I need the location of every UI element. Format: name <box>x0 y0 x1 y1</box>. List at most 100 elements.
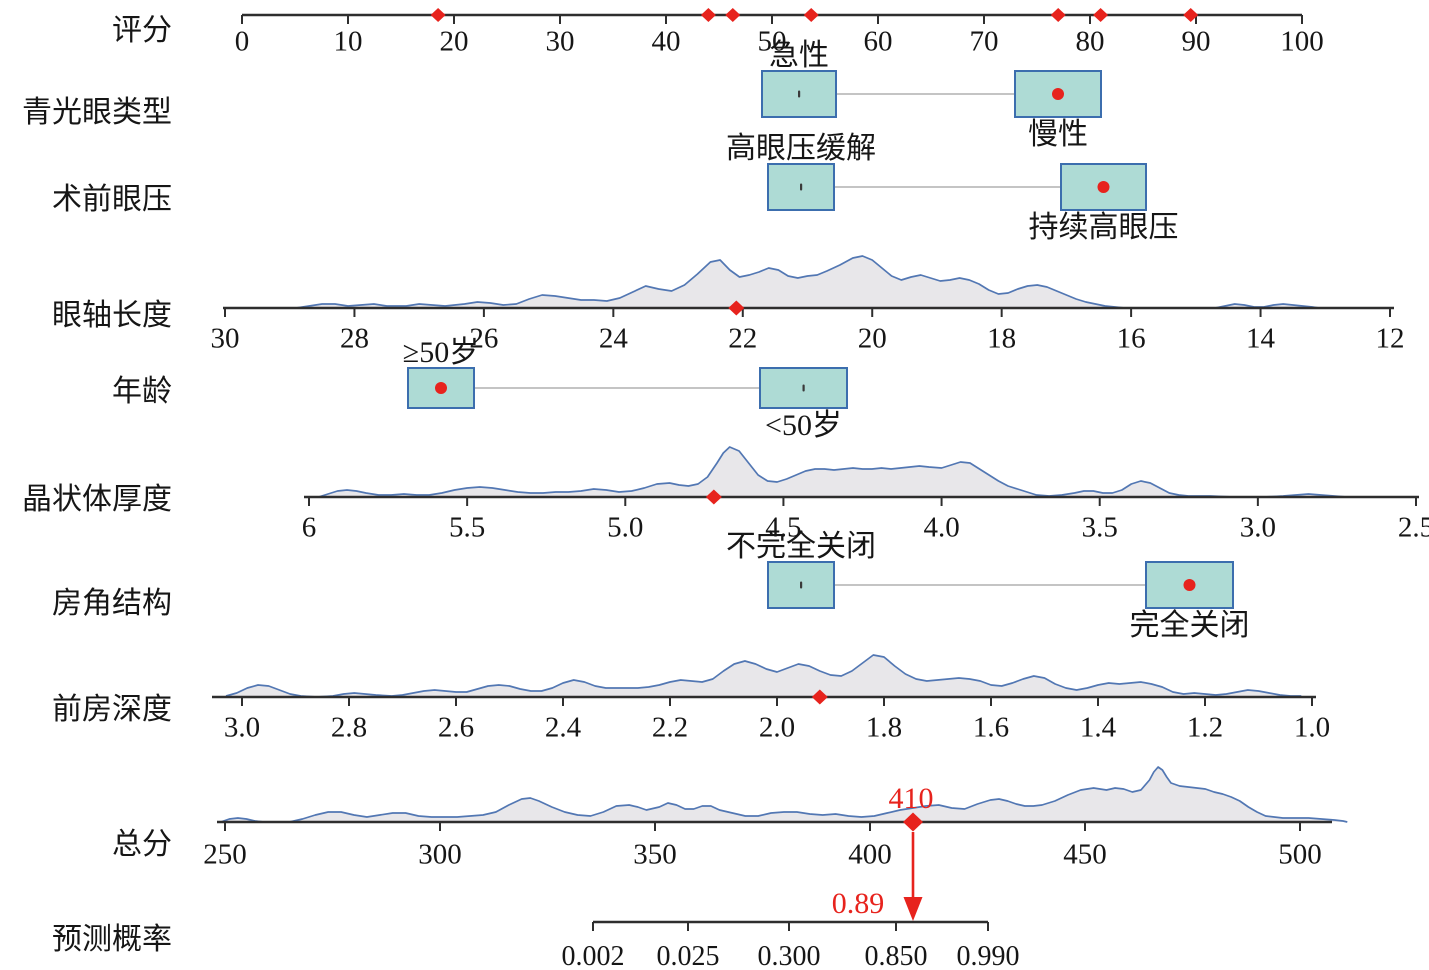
row-label-lens-thickness: 晶状体厚度 <box>22 483 172 516</box>
tick-label-anterior-chamber-depth: 1.6 <box>972 711 1010 744</box>
tick-label-axial-length: 24 <box>598 322 628 355</box>
tick-label-axial-length: 22 <box>728 322 758 355</box>
score-marker-diamond <box>1183 8 1199 22</box>
category-label-preop-iop: 持续高眼压 <box>1028 211 1179 244</box>
tick-label-points: 60 <box>863 25 893 58</box>
category-label-glaucoma-type: 慢性 <box>1028 118 1088 151</box>
tick-label-lens-thickness: 4.0 <box>923 511 960 544</box>
density-fill-total-points <box>220 767 1348 822</box>
category-label-age: <50岁 <box>765 409 842 442</box>
total-score-diamond <box>903 812 923 832</box>
tick-label-axial-length: 14 <box>1246 322 1276 355</box>
tick-label-total-points: 250 <box>203 838 247 871</box>
tick-label-points: 40 <box>651 25 681 58</box>
tick-label-anterior-chamber-depth: 2.6 <box>437 711 475 744</box>
category-label-angle-structure: 不完全关闭 <box>726 530 876 563</box>
category-label-glaucoma-type: 急性 <box>769 39 829 72</box>
total-score-value: 410 <box>888 782 934 815</box>
tick-label-anterior-chamber-depth: 2.8 <box>330 711 368 744</box>
tick-label-total-points: 500 <box>1278 838 1322 871</box>
tick-label-total-points: 450 <box>1063 838 1107 871</box>
tick-label-total-points: 300 <box>418 838 462 871</box>
tick-label-points: 70 <box>969 25 999 58</box>
tick-label-axial-length: 12 <box>1375 322 1405 355</box>
tick-label-axial-length: 26 <box>469 322 499 355</box>
tick-label-lens-thickness: 4.5 <box>765 511 802 544</box>
tick-label-points: 80 <box>1075 25 1105 58</box>
row-label-angle-structure: 房角结构 <box>52 587 172 620</box>
row-label-preop-iop: 术前眼压 <box>52 183 172 216</box>
tick-label-points: 50 <box>757 25 787 58</box>
selected-red-dot-glaucoma-type <box>1052 88 1064 100</box>
reference-tick-glaucoma-type <box>798 90 801 98</box>
tick-label-lens-thickness: 3.5 <box>1081 511 1118 544</box>
tick-label-probability: 0.002 <box>561 941 625 970</box>
row-label-total-points: 总分 <box>112 828 172 861</box>
value-marker-lens-thickness <box>705 489 722 505</box>
density-fill-anterior-chamber-depth <box>226 655 1302 697</box>
density-fill-lens-thickness <box>318 447 1347 497</box>
tick-label-anterior-chamber-depth: 1.0 <box>1293 711 1331 744</box>
tick-label-anterior-chamber-depth: 2.2 <box>651 711 689 744</box>
tick-label-points: 20 <box>439 25 469 58</box>
score-marker-diamond <box>803 8 819 22</box>
tick-label-lens-thickness: 6 <box>301 511 317 544</box>
tick-label-points: 100 <box>1280 25 1324 58</box>
tick-label-points: 10 <box>333 25 363 58</box>
tick-label-axial-length: 16 <box>1116 322 1146 355</box>
reference-tick-preop-iop <box>800 183 803 191</box>
row-label-axial-length: 眼轴长度 <box>52 299 172 332</box>
tick-label-probability: 0.025 <box>656 941 720 970</box>
tick-label-lens-thickness: 5.0 <box>607 511 644 544</box>
tick-label-axial-length: 30 <box>210 322 240 355</box>
density-curve-total-points <box>220 766 1348 823</box>
value-marker-anterior-chamber-depth <box>811 689 828 705</box>
tick-label-probability: 0.990 <box>956 941 1020 970</box>
density-curve-lens-thickness <box>318 446 1347 498</box>
row-label-points: 评分 <box>112 14 172 47</box>
tick-label-axial-length: 20 <box>857 322 887 355</box>
score-marker-diamond <box>1050 8 1066 22</box>
row-label-anterior-chamber-depth: 前房深度 <box>52 693 172 726</box>
tick-label-points: 0 <box>234 25 250 58</box>
selected-red-dot-preop-iop <box>1097 181 1110 193</box>
tick-label-anterior-chamber-depth: 3.0 <box>223 711 261 744</box>
category-label-age: ≥50岁 <box>402 336 480 369</box>
row-label-age: 年龄 <box>112 375 172 408</box>
selected-red-dot-age <box>435 382 447 394</box>
tick-label-lens-thickness: 3.0 <box>1239 511 1276 544</box>
tick-label-points: 30 <box>545 25 575 58</box>
tick-label-anterior-chamber-depth: 1.8 <box>865 711 903 744</box>
tick-label-anterior-chamber-depth: 1.2 <box>1186 711 1224 744</box>
tick-label-axial-length: 28 <box>339 322 369 355</box>
tick-label-probability: 0.300 <box>757 941 821 970</box>
tick-label-probability: 0.850 <box>864 941 928 970</box>
tick-label-axial-length: 18 <box>987 322 1017 355</box>
tick-label-anterior-chamber-depth: 1.4 <box>1079 711 1117 744</box>
reference-tick-age <box>802 384 805 392</box>
row-label-probability: 预测概率 <box>52 923 172 956</box>
density-fill-axial-length <box>296 256 1319 308</box>
score-marker-diamond <box>430 8 446 22</box>
value-marker-axial-length <box>728 300 745 316</box>
reference-tick-angle-structure <box>800 581 803 589</box>
score-marker-diamond <box>725 8 741 22</box>
density-curve-anterior-chamber-depth <box>225 654 1302 698</box>
predicted-probability-value: 0.89 <box>831 887 885 920</box>
category-label-preop-iop: 高眼压缓解 <box>726 132 876 165</box>
tick-label-total-points: 400 <box>848 838 892 871</box>
score-marker-diamond <box>1093 8 1109 22</box>
tick-label-total-points: 350 <box>633 838 677 871</box>
tick-label-points: 90 <box>1181 25 1211 58</box>
selected-red-dot-angle-structure <box>1183 579 1196 591</box>
tick-label-lens-thickness: 2.5 <box>1397 511 1429 544</box>
prediction-arrowhead <box>903 897 923 921</box>
tick-label-anterior-chamber-depth: 2.0 <box>758 711 796 744</box>
row-label-glaucoma-type: 青光眼类型 <box>22 96 172 129</box>
density-curve-axial-length <box>296 255 1319 309</box>
category-label-angle-structure: 完全关闭 <box>1129 609 1250 642</box>
tick-label-lens-thickness: 5.5 <box>449 511 486 544</box>
